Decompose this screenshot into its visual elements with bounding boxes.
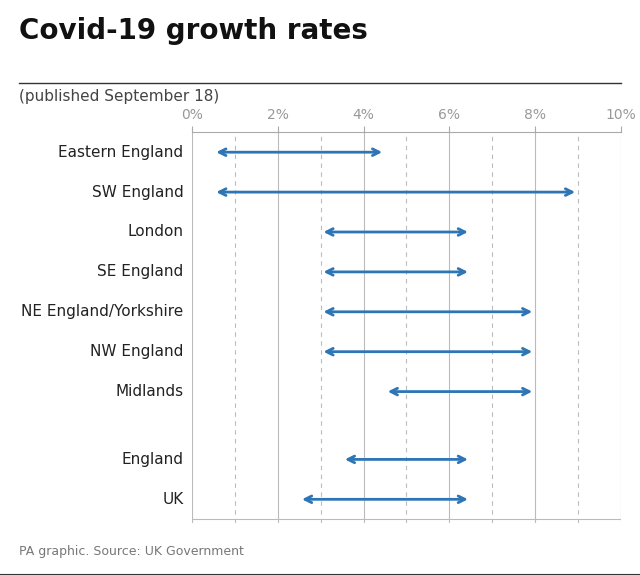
Text: UK: UK (162, 492, 184, 507)
Text: Covid-19 growth rates: Covid-19 growth rates (19, 17, 368, 45)
Text: Midlands: Midlands (115, 384, 184, 399)
Text: (published September 18): (published September 18) (19, 89, 220, 104)
Text: SW England: SW England (92, 185, 184, 200)
Text: NE England/Yorkshire: NE England/Yorkshire (21, 304, 184, 319)
Text: SE England: SE England (97, 264, 184, 279)
Text: England: England (122, 452, 184, 467)
Text: NW England: NW England (90, 344, 184, 359)
Text: London: London (127, 224, 184, 240)
Text: PA graphic. Source: UK Government: PA graphic. Source: UK Government (19, 545, 244, 558)
Text: Eastern England: Eastern England (58, 145, 184, 160)
